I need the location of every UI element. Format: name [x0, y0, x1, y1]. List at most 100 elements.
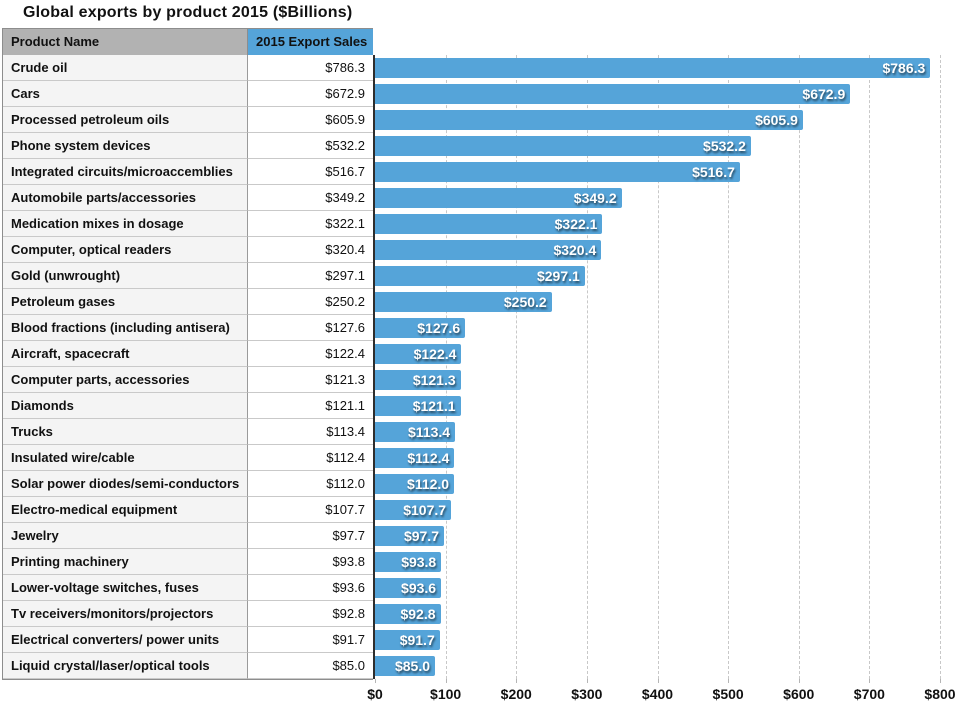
bar: $97.7: [375, 526, 444, 546]
export-sales-cell: $786.3: [248, 55, 373, 81]
export-sales-cell: $121.1: [248, 393, 373, 419]
product-name-cell: Electrical converters/ power units: [3, 627, 248, 653]
table-row: Printing machinery $93.8: [3, 549, 373, 575]
x-axis-tick-label: $100: [430, 686, 462, 702]
product-name-cell: Integrated circuits/microaccemblies: [3, 159, 248, 185]
table-row: Diamonds $121.1: [3, 393, 373, 419]
bar-row: $297.1: [375, 263, 940, 289]
gridline: [586, 55, 588, 679]
export-sales-cell: $672.9: [248, 81, 373, 107]
product-name-cell: Diamonds: [3, 393, 248, 419]
table-row: Aircraft, spacecraft $122.4: [3, 341, 373, 367]
table-row: Lower-voltage switches, fuses $93.6: [3, 575, 373, 601]
bar-row: $532.2: [375, 133, 940, 159]
export-sales-cell: $112.0: [248, 471, 373, 497]
bar-value-label: $121.3: [412, 372, 456, 388]
bar: $113.4: [375, 422, 456, 442]
table-row: Blood fractions (including antisera) $127…: [3, 315, 373, 341]
product-name-cell: Processed petroleum oils: [3, 107, 248, 133]
bar-value-label: $92.8: [400, 606, 436, 622]
bar-value-label: $85.0: [394, 658, 431, 674]
product-name-cell: Printing machinery: [3, 549, 248, 575]
product-name-cell: Computer, optical readers: [3, 237, 248, 263]
bar: $297.1: [375, 266, 585, 286]
export-sales-cell: $113.4: [248, 419, 373, 445]
x-axis-tick-label: $200: [500, 686, 532, 702]
table-row: Computer, optical readers $320.4: [3, 237, 373, 263]
x-axis-tick-label: $800: [924, 686, 956, 702]
bar: $112.0: [375, 474, 455, 494]
x-axis-tick-label: $0: [367, 686, 383, 702]
x-axis: $0 $100 $200 $300 $400 $500 $600 $700 $800: [367, 679, 956, 703]
x-axis-tick: [516, 679, 518, 683]
gridline: [445, 55, 447, 679]
table-row: Processed petroleum oils $605.9: [3, 107, 373, 133]
bar-row: $786.3: [375, 55, 940, 81]
product-name-cell: Liquid crystal/laser/optical tools: [3, 653, 248, 679]
bar-value-label: $297.1: [536, 268, 580, 284]
gridline: [869, 55, 871, 679]
export-sales-cell: $127.6: [248, 315, 373, 341]
product-name-cell: Lower-voltage switches, fuses: [3, 575, 248, 601]
x-axis-tick: [375, 679, 376, 683]
product-name-cell: Automobile parts/accessories: [3, 185, 248, 211]
x-axis-tick-label: $500: [712, 686, 744, 702]
bar-row: $93.8: [375, 549, 940, 575]
bar-value-label: $107.7: [403, 502, 447, 518]
bar-row: $320.4: [375, 237, 940, 263]
bar-value-label: $93.8: [401, 554, 437, 570]
product-name-cell: Gold (unwrought): [3, 263, 248, 289]
bar: $516.7: [375, 162, 740, 182]
x-axis-tick: [798, 679, 800, 683]
export-sales-cell: $122.4: [248, 341, 373, 367]
export-sales-cell: $320.4: [248, 237, 373, 263]
bar: $112.4: [375, 448, 455, 468]
product-name-cell: Crude oil: [3, 55, 248, 81]
bar: $92.8: [375, 604, 441, 624]
bar-value-label: $672.9: [802, 86, 846, 102]
x-axis-tick: [445, 679, 447, 683]
bar: $121.3: [375, 370, 461, 390]
product-name-cell: Blood fractions (including antisera): [3, 315, 248, 341]
bar-row: $122.4: [375, 341, 940, 367]
gridline: [657, 55, 659, 679]
bar-value-label: $127.6: [417, 320, 461, 336]
product-name-cell: Tv receivers/monitors/projectors: [3, 601, 248, 627]
bar-value-label: $516.7: [692, 164, 735, 180]
export-sales-cell: $85.0: [248, 653, 373, 679]
table-row: Tv receivers/monitors/projectors $92.8: [3, 601, 373, 627]
export-sales-cell: $605.9: [248, 107, 373, 133]
x-axis-tick: [586, 679, 588, 683]
bar-row: $113.4: [375, 419, 940, 445]
table-row: Jewelry $97.7: [3, 523, 373, 549]
export-sales-cell: $93.6: [248, 575, 373, 601]
export-sales-cell: $93.8: [248, 549, 373, 575]
bar-value-label: $322.1: [554, 216, 598, 232]
table-row: Automobile parts/accessories $349.2: [3, 185, 373, 211]
export-sales-cell: $107.7: [248, 497, 373, 523]
bar: $250.2: [375, 292, 552, 312]
export-sales-cell: $91.7: [248, 627, 373, 653]
bar-chart: $786.3 $672.9 $605.9 $532.2 $516.7 $349.2 $322…: [367, 55, 956, 702]
bar-value-label: $320.4: [553, 242, 597, 258]
table-row: Cars $672.9: [3, 81, 373, 107]
table-row: Liquid crystal/laser/optical tools $85.0: [3, 653, 373, 679]
product-name-cell: Solar power diodes/semi-conductors: [3, 471, 248, 497]
bar-row: $672.9: [375, 81, 940, 107]
bar-value-label: $112.0: [407, 476, 450, 492]
x-axis-tick-label: $700: [853, 686, 885, 702]
bar: $122.4: [375, 344, 462, 364]
x-axis-tick-label: $300: [571, 686, 603, 702]
bar-row: $93.6: [375, 575, 940, 601]
export-sales-cell: $349.2: [248, 185, 373, 211]
bar-row: $121.1: [375, 393, 940, 419]
bar-value-label: $93.6: [401, 580, 437, 596]
bar-value-label: $349.2: [573, 190, 617, 206]
bar-value-label: $113.4: [408, 424, 451, 440]
table-row: Computer parts, accessories $121.3: [3, 367, 373, 393]
bar-row: $349.2: [375, 185, 940, 211]
data-table: Product Name 2015 Export Sales Crude oil…: [2, 28, 373, 680]
bar: $91.7: [375, 630, 440, 650]
table-row: Electrical converters/ power units $91.7: [3, 627, 373, 653]
